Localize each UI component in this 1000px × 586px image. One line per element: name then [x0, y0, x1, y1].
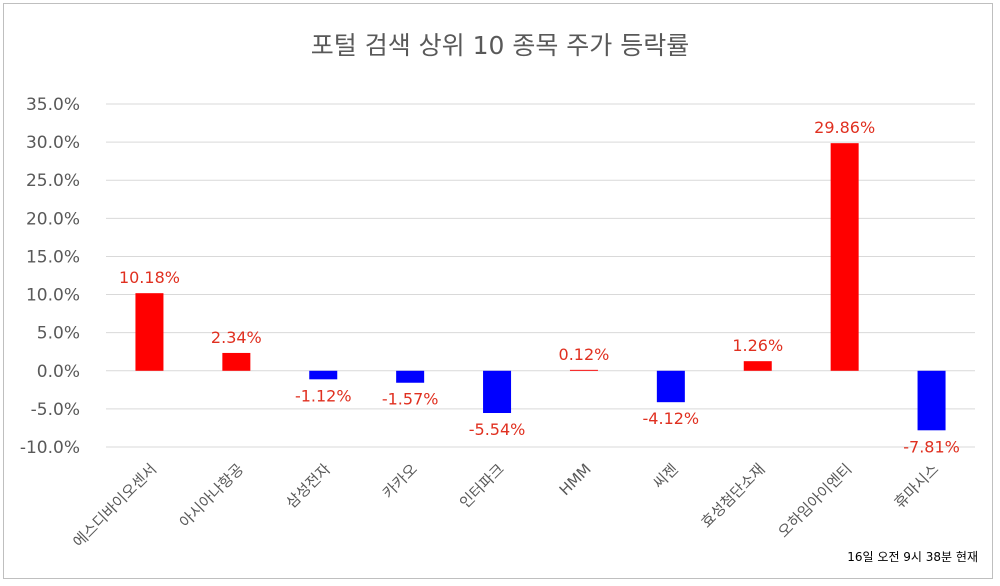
bar [830, 143, 859, 371]
data-label: 1.26% [732, 336, 783, 355]
y-tick-label: 0.0% [37, 362, 80, 382]
data-label: -5.54% [469, 420, 526, 439]
bar [222, 352, 251, 371]
data-label: 10.18% [119, 268, 180, 287]
data-label: 2.34% [211, 328, 262, 347]
bar [309, 370, 338, 380]
data-label: 29.86% [814, 118, 875, 137]
bar [656, 370, 685, 403]
x-tick-label: 인터파크 [456, 460, 508, 512]
y-tick-label: 35.0% [26, 95, 80, 115]
y-tick-label: 5.0% [37, 324, 80, 344]
x-tick-label: HMM [556, 460, 595, 499]
data-label: -7.81% [903, 437, 960, 456]
chart-frame [3, 3, 993, 579]
data-label: -1.12% [295, 386, 352, 405]
chart-title: 포털 검색 상위 10 종목 주가 등락률 [310, 31, 690, 60]
bar [483, 370, 512, 414]
data-label: -1.57% [382, 390, 439, 409]
x-tick-label: 삼성전자 [282, 460, 334, 512]
x-tick-label: 휴마시스 [891, 460, 943, 512]
x-tick-label: 에스디바이오센서 [69, 460, 160, 551]
y-tick-label: -10.0% [20, 438, 80, 458]
y-tick-label: 10.0% [26, 286, 80, 306]
y-tick-label: 25.0% [26, 171, 80, 191]
x-tick-label: 오하임아이엔티 [774, 460, 855, 541]
x-tick-label: 아시아나항공 [176, 460, 247, 531]
y-tick-label: -5.0% [31, 400, 80, 420]
data-label: 0.12% [559, 345, 610, 364]
timestamp-note: 16일 오전 9시 38분 현재 [847, 550, 978, 564]
y-tick-label: 30.0% [26, 133, 80, 153]
x-tick-label: 효성첨단소재 [697, 460, 768, 531]
bar [743, 361, 772, 371]
x-tick-label: 카카오 [379, 460, 421, 502]
y-tick-label: 20.0% [26, 209, 80, 229]
bar [135, 293, 164, 371]
bar [917, 370, 946, 431]
data-label: -4.12% [643, 409, 700, 428]
bar [396, 370, 425, 383]
y-tick-label: 15.0% [26, 247, 80, 267]
bar [569, 369, 598, 371]
x-tick-label: 씨젠 [649, 460, 681, 492]
